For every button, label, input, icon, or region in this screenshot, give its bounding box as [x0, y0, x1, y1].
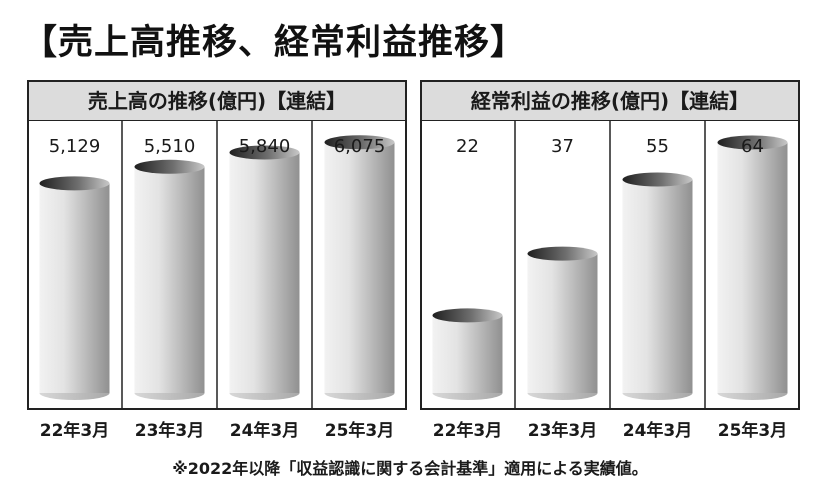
bar-body [432, 315, 503, 393]
sales-panel: 売上高の推移(億円)【連結】 5,129 5,510 5,840 6,075 22年3… [27, 80, 407, 444]
bar-body [324, 142, 395, 393]
sales-chart-title: 売上高の推移(億円)【連結】 [27, 80, 407, 120]
bar-top [527, 246, 598, 261]
bar-24年3月 [229, 145, 300, 400]
profit-chart-title: 経常利益の推移(億円)【連結】 [420, 80, 800, 120]
value-label: 5,840 [239, 136, 291, 157]
bar-top [229, 145, 300, 160]
value-label: 5,510 [144, 136, 196, 157]
value-label: 55 [646, 136, 669, 157]
bar-23年3月 [527, 246, 598, 400]
bar-25年3月 [324, 135, 395, 400]
profit-category-labels: 22年3月 23年3月 24年3月 25年3月 [420, 410, 800, 444]
profit-panel: 経常利益の推移(億円)【連結】 22 37 55 64 22年3月 23年3月 24年3月… [420, 80, 800, 444]
bar-22年3月 [432, 308, 503, 400]
sales-chart-area: 5,129 5,510 5,840 6,075 [27, 120, 407, 410]
bar-top [39, 176, 110, 191]
category-label: 22年3月 [432, 421, 503, 441]
category-label: 23年3月 [527, 421, 598, 441]
bar-body [39, 183, 110, 393]
category-label: 22年3月 [39, 421, 110, 441]
category-label: 23年3月 [134, 421, 205, 441]
profit-chart-area: 22 37 55 64 [420, 120, 800, 410]
bar-top [717, 135, 788, 150]
bar-body [717, 142, 788, 393]
bar-body [134, 166, 205, 393]
category-label: 24年3月 [622, 421, 693, 441]
category-label: 25年3月 [324, 421, 395, 441]
value-label: 6,075 [334, 136, 386, 157]
bar-body [229, 152, 300, 393]
footnote: ※2022年以降「収益認識に関する会計基準」適用による実績値。 [172, 459, 648, 478]
category-label: 25年3月 [717, 421, 788, 441]
sales-category-labels: 22年3月 23年3月 24年3月 25年3月 [27, 410, 407, 444]
category-label: 24年3月 [229, 421, 300, 441]
bar-23年3月 [134, 159, 205, 400]
bar-top [324, 135, 395, 150]
bar-body [527, 253, 598, 393]
value-label: 5,129 [49, 136, 101, 157]
value-label: 64 [741, 136, 764, 157]
bar-24年3月 [622, 172, 693, 400]
bar-top [134, 159, 205, 174]
value-label: 22 [456, 136, 479, 157]
bar-top [432, 308, 503, 323]
bar-body [622, 179, 693, 393]
bar-top [622, 172, 693, 187]
main-title: 【売上高推移、経常利益推移】 [22, 23, 527, 63]
bar-25年3月 [717, 135, 788, 400]
value-label: 37 [551, 136, 574, 157]
bar-22年3月 [39, 176, 110, 400]
